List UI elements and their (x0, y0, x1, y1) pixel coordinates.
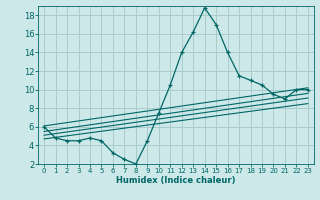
X-axis label: Humidex (Indice chaleur): Humidex (Indice chaleur) (116, 176, 236, 185)
